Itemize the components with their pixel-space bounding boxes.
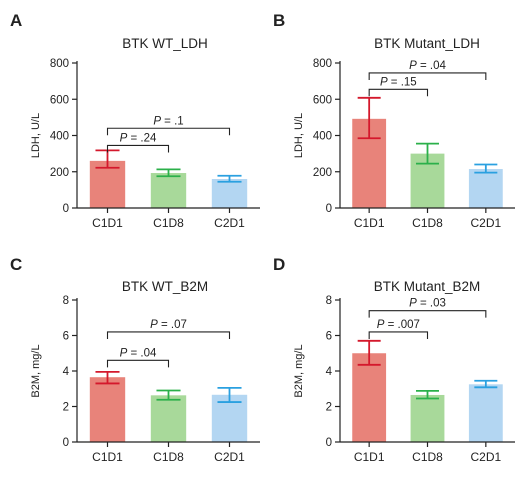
panel-letter: D: [273, 255, 285, 274]
p-value-label: P = .04: [409, 60, 446, 72]
y-tick-label: 600: [50, 94, 69, 106]
p-value-label: P = .1: [153, 115, 183, 127]
y-tick-label: 8: [63, 295, 69, 307]
p-value-label-value: = .04: [127, 347, 157, 359]
panel-a: A BTK WT_LDH LDH, U/L 0 200 400 600 800 C1D1 C1D8…: [10, 11, 260, 230]
y-tick-label: 8: [326, 295, 332, 307]
p-value-label-p: P: [377, 319, 385, 331]
bar-c1d8: [150, 173, 187, 208]
y-tick-label: 6: [63, 331, 69, 343]
panel-title: BTK Mutant_LDH: [374, 36, 480, 51]
significance-bracket: [106, 144, 170, 153]
x-tick-label-c1d8: C1D8: [153, 450, 184, 464]
significance-bracket: [368, 88, 429, 97]
p-value-label-value: = .007: [384, 319, 420, 331]
bar-c2d1: [468, 384, 503, 442]
x-tick-label-c1d1: C1D1: [354, 450, 385, 464]
p-value-label-value: = .15: [388, 76, 417, 88]
panel-letter: B: [273, 11, 285, 30]
bar-c1d1: [89, 160, 126, 208]
x-tick-label-c1d8: C1D8: [412, 216, 443, 230]
p-value-label-value: = .03: [417, 298, 446, 310]
y-axis-label: B2M, mg/L: [30, 344, 42, 397]
bar-c1d1: [352, 353, 387, 442]
y-tick-label: 2: [326, 402, 332, 414]
panel-b: B BTK Mutant_LDH LDH, U/L 0 200 400 600 800 C1D1…: [273, 11, 515, 230]
panel-c: C BTK WT_B2M B2M, mg/L 0 2 4 6 8 C1D1 C1D8 C2D1 P =…: [10, 255, 260, 464]
bar-c1d8: [150, 395, 187, 442]
p-value-label-p: P: [409, 60, 417, 72]
p-value-label: P = .007: [377, 319, 420, 331]
p-value-label-p: P: [150, 319, 158, 331]
x-tick-label-c2d1: C2D1: [470, 450, 501, 464]
p-value-label: P = .04: [120, 347, 157, 359]
x-tick-label-c1d1: C1D1: [92, 216, 123, 230]
x-tick-label-c2d1: C2D1: [470, 216, 501, 230]
y-tick-label: 400: [50, 131, 69, 143]
y-tick-label: 600: [313, 94, 332, 106]
significance-bracket: [106, 127, 231, 136]
panel-title: BTK WT_LDH: [122, 36, 208, 51]
significance-bracket: [106, 359, 170, 368]
y-tick-label: 0: [326, 203, 332, 215]
y-tick-label: 4: [63, 366, 70, 378]
bar-c2d1: [468, 169, 503, 208]
y-tick-label: 4: [326, 366, 333, 378]
y-tick-label: 800: [313, 58, 332, 70]
y-tick-label: 0: [326, 437, 332, 449]
x-tick-label-c1d1: C1D1: [92, 450, 123, 464]
x-tick-label-c1d8: C1D8: [412, 450, 443, 464]
y-tick-label: 400: [313, 131, 332, 143]
y-tick-label: 0: [63, 203, 69, 215]
panel-letter: C: [10, 255, 22, 274]
p-value-label-value: = .04: [417, 60, 447, 72]
significance-bracket: [368, 331, 429, 339]
p-value-label-value: = .1: [161, 115, 184, 127]
panel-d: D BTK Mutant_B2M B2M, mg/L 0 2 4 6 8 C1D1 C1D8 C2D…: [273, 255, 515, 464]
p-value-label-p: P: [120, 347, 128, 359]
y-axis-label: LDH, U/L: [30, 113, 42, 158]
y-tick-label: 200: [313, 167, 332, 179]
y-axis-label: LDH, U/L: [293, 113, 305, 158]
panel-title: BTK WT_B2M: [122, 279, 208, 294]
x-tick-label-c1d8: C1D8: [153, 216, 184, 230]
panel-letter: A: [10, 11, 22, 30]
p-value-label-value: = .24: [127, 132, 157, 144]
bar-c1d8: [410, 394, 445, 442]
y-tick-label: 800: [50, 58, 69, 70]
p-value-label: P = .24: [120, 132, 157, 144]
y-tick-label: 2: [63, 402, 69, 414]
p-value-label: P = .03: [409, 298, 446, 310]
p-value-label: P = .15: [380, 76, 417, 88]
p-value-label-p: P: [153, 115, 161, 127]
panel-title: BTK Mutant_B2M: [374, 279, 481, 294]
y-tick-label: 0: [63, 437, 69, 449]
y-tick-label: 200: [50, 167, 69, 179]
x-tick-label-c2d1: C2D1: [214, 216, 245, 230]
bar-c2d1: [211, 179, 248, 208]
y-tick-label: 6: [326, 331, 332, 343]
x-tick-label-c2d1: C2D1: [214, 450, 245, 464]
significance-bracket: [106, 331, 231, 339]
significance-bracket: [368, 310, 487, 318]
p-value-label-p: P: [120, 132, 128, 144]
p-value-label-p: P: [409, 298, 417, 310]
significance-bracket: [368, 72, 487, 80]
p-value-label: P = .07: [150, 319, 187, 331]
x-tick-label-c1d1: C1D1: [354, 216, 385, 230]
bar-c1d1: [89, 377, 126, 442]
p-value-label-value: = .07: [158, 319, 187, 331]
p-value-label-p: P: [380, 76, 388, 88]
y-axis-label: B2M, mg/L: [293, 344, 305, 397]
